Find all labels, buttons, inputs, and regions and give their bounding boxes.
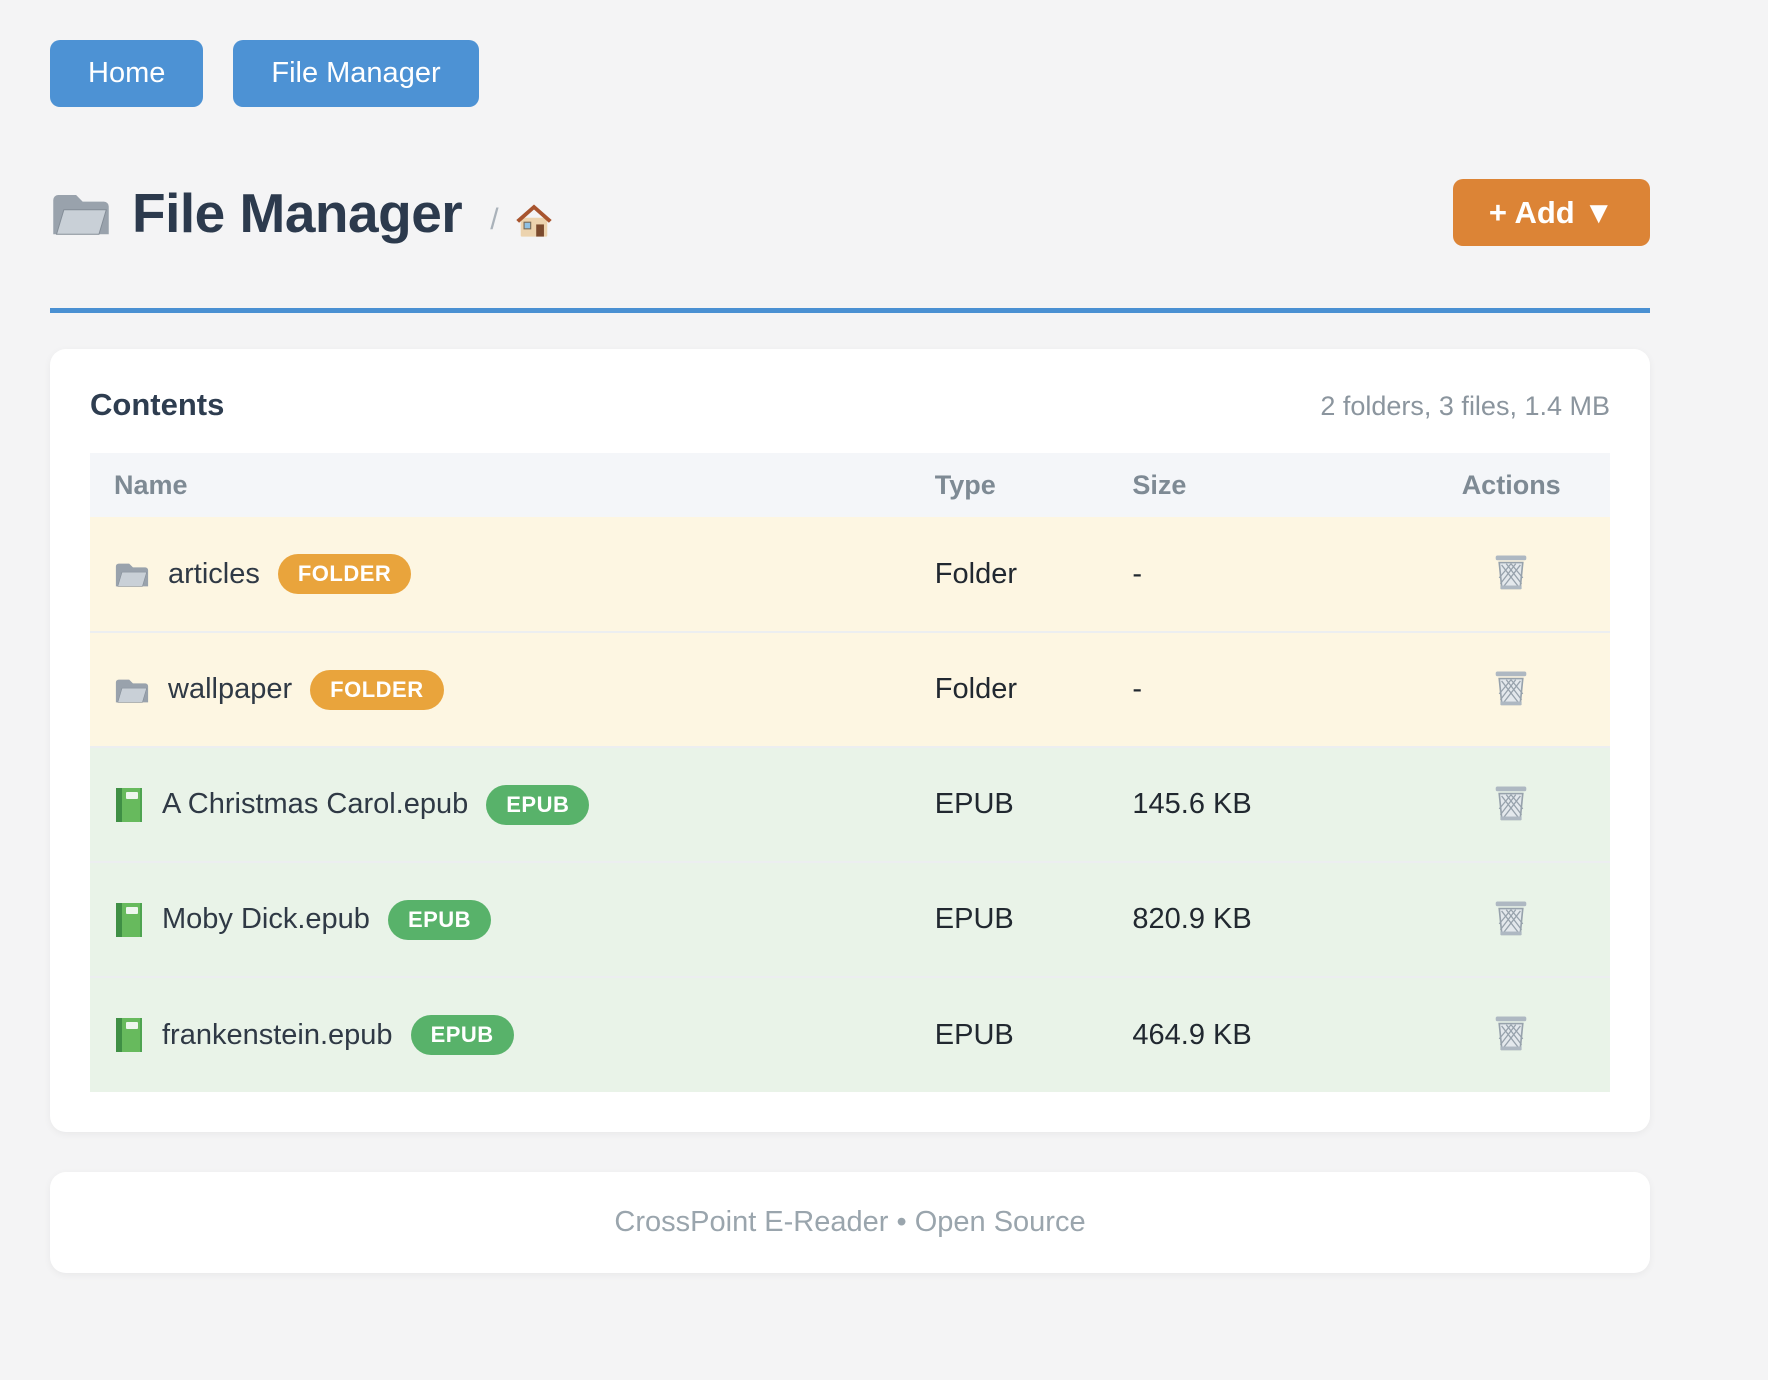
type-badge: EPUB (387, 899, 492, 940)
trash-icon (1493, 552, 1529, 592)
type-cell: EPUB (934, 903, 1014, 935)
footer-text: CrossPoint E-Reader • Open Source (614, 1206, 1086, 1238)
file-name[interactable]: Moby Dick.epub (162, 903, 370, 935)
column-header-size: Size (1108, 453, 1413, 517)
trash-icon (1493, 668, 1529, 708)
breadcrumb: / (490, 200, 554, 240)
folder-icon (114, 558, 150, 590)
type-badge: EPUB (486, 784, 590, 825)
file-name[interactable]: wallpaper (168, 673, 293, 705)
book-icon (114, 1017, 144, 1053)
actions-cell (1412, 747, 1610, 862)
breadcrumb-separator: / (490, 202, 499, 236)
contents-card: Contents 2 folders, 3 files, 1.4 MB Name… (50, 349, 1650, 1132)
actions-cell (1412, 517, 1610, 632)
type-badge: FOLDER (277, 554, 412, 594)
file-table: Name Type Size Actions articles FOLDER (90, 453, 1610, 1092)
contents-title: Contents (90, 387, 225, 422)
actions-cell (1412, 862, 1610, 977)
delete-button[interactable] (1489, 1009, 1533, 1057)
nav-home-button[interactable]: Home (50, 40, 204, 107)
book-icon (114, 787, 144, 823)
column-header-type: Type (910, 453, 1109, 517)
actions-cell (1412, 977, 1610, 1092)
title-row: File Manager / + Add ▼ (50, 179, 1650, 246)
delete-button[interactable] (1489, 664, 1533, 712)
size-cell: 820.9 KB (1132, 903, 1252, 935)
home-icon[interactable] (513, 200, 555, 240)
trash-icon (1493, 1013, 1529, 1053)
nav-file-manager-button[interactable]: File Manager (233, 40, 479, 107)
column-header-name: Name (90, 453, 911, 517)
size-cell: - (1132, 557, 1143, 590)
top-nav: Home File Manager (50, 40, 1650, 107)
type-badge: EPUB (410, 1015, 514, 1055)
actions-cell (1412, 632, 1610, 747)
type-badge: FOLDER (310, 669, 444, 710)
table-row[interactable]: Moby Dick.epub EPUB EPUB 820.9 KB (90, 862, 1610, 977)
table-row[interactable]: wallpaper FOLDER Folder - (90, 632, 1610, 747)
table-row[interactable]: frankenstein.epub EPUB EPUB 464.9 KB (90, 977, 1610, 1092)
title-divider (50, 308, 1650, 313)
type-cell: EPUB (934, 1018, 1014, 1051)
table-row[interactable]: articles FOLDER Folder - (90, 517, 1610, 632)
delete-button[interactable] (1489, 548, 1533, 596)
size-cell: 145.6 KB (1132, 788, 1252, 820)
type-cell: Folder (934, 557, 1017, 590)
type-cell: Folder (934, 673, 1017, 705)
delete-button[interactable] (1489, 894, 1533, 942)
trash-icon (1493, 898, 1529, 938)
contents-summary: 2 folders, 3 files, 1.4 MB (1320, 391, 1610, 421)
book-icon (114, 902, 144, 938)
file-name[interactable]: frankenstein.epub (162, 1018, 393, 1051)
page-title: File Manager (132, 181, 463, 244)
trash-icon (1493, 783, 1529, 823)
size-cell: - (1132, 673, 1143, 705)
folder-icon (114, 674, 150, 706)
delete-button[interactable] (1489, 779, 1533, 827)
contents-card-header: Contents 2 folders, 3 files, 1.4 MB (90, 387, 1610, 423)
folder-icon (50, 186, 112, 240)
file-name[interactable]: A Christmas Carol.epub (162, 788, 469, 820)
table-row[interactable]: A Christmas Carol.epub EPUB EPUB 145.6 K… (90, 747, 1610, 862)
type-cell: EPUB (934, 788, 1014, 820)
file-manager-page: Home File Manager File Manager / + Add ▼… (50, 40, 1650, 1273)
table-header-row: Name Type Size Actions (90, 453, 1610, 517)
column-header-actions: Actions (1412, 453, 1610, 517)
footer-card: CrossPoint E-Reader • Open Source (50, 1172, 1650, 1273)
file-name[interactable]: articles (168, 557, 260, 590)
size-cell: 464.9 KB (1132, 1018, 1252, 1051)
add-button[interactable]: + Add ▼ (1452, 179, 1650, 246)
